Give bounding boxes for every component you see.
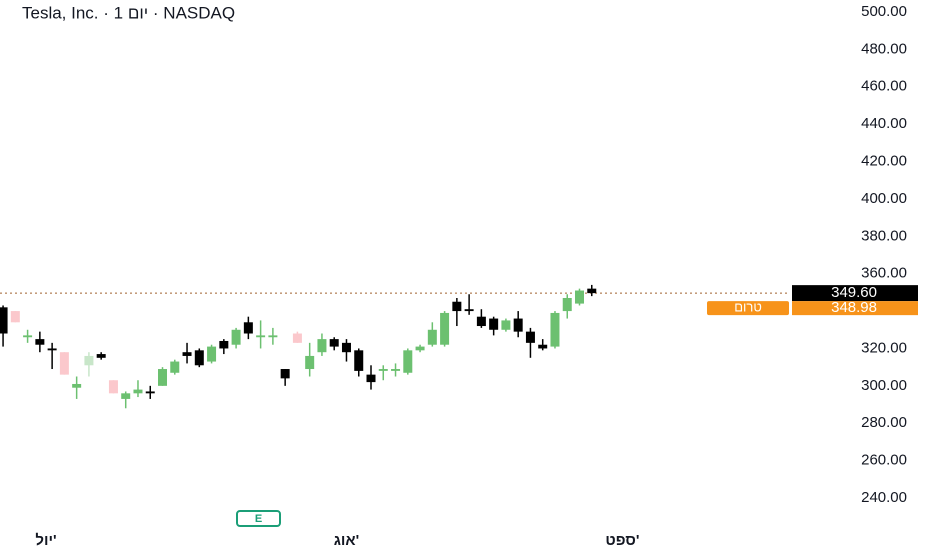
premarket-name: טרום — [734, 300, 762, 315]
y-tick-label: 400.00 — [861, 190, 907, 207]
candle-body — [47, 348, 57, 351]
premarket-label: 348.98 — [831, 299, 877, 316]
y-tick-label: 380.00 — [861, 227, 907, 244]
candle-body — [476, 316, 486, 327]
premarket-tag — [792, 301, 918, 316]
y-tick-label: 240.00 — [861, 489, 907, 506]
y-tick-label: 460.00 — [861, 78, 907, 95]
candle-body — [452, 301, 462, 312]
y-tick-label: 280.00 — [861, 414, 907, 431]
candle-body — [207, 346, 217, 362]
candle-body — [501, 320, 511, 330]
y-tick-label: 500.00 — [861, 3, 907, 20]
candle-body — [194, 350, 204, 366]
candle-body — [464, 309, 474, 312]
y-tick-label: 300.00 — [861, 377, 907, 394]
candle-body — [513, 318, 523, 332]
candle-body — [427, 329, 437, 345]
candle-body — [329, 339, 339, 347]
y-tick-label: 440.00 — [861, 115, 907, 132]
candle-body — [0, 307, 8, 334]
x-tick-label: יול' — [35, 532, 56, 549]
candle-body — [96, 354, 106, 358]
y-tick-label: 260.00 — [861, 452, 907, 469]
earnings-label[interactable]: E — [255, 513, 262, 525]
candle-body — [243, 322, 253, 334]
earnings-marker[interactable]: E — [236, 510, 281, 527]
candle-body — [403, 350, 413, 373]
candle-body — [391, 369, 401, 371]
candle-body — [280, 369, 290, 379]
candle-body — [35, 339, 45, 345]
candle-body — [587, 288, 597, 294]
x-tick-label: ספט' — [605, 532, 639, 549]
candle-body — [341, 342, 351, 353]
y-tick-label: 480.00 — [861, 40, 907, 57]
candle-body — [575, 290, 585, 304]
candle-body — [525, 331, 535, 343]
candle-body — [538, 344, 548, 349]
candle-body — [59, 352, 69, 375]
candle-body — [268, 335, 278, 338]
candle-body — [256, 335, 266, 338]
candle-body — [108, 380, 118, 394]
candle-body — [10, 311, 20, 323]
candle-body — [121, 393, 131, 399]
candle-body — [317, 339, 327, 353]
premarket-name-tag — [707, 301, 789, 316]
candle-body — [182, 352, 192, 356]
chart-title: Tesla, Inc. · 1 יום · NASDAQ — [22, 3, 235, 22]
y-tick-label: 360.00 — [861, 265, 907, 282]
last-price-label: 349.60 — [831, 284, 877, 301]
candle-body — [231, 329, 241, 345]
candle-body — [219, 340, 229, 349]
last-price-tag — [792, 285, 918, 302]
earnings-badge[interactable] — [236, 510, 281, 527]
candle-body — [145, 391, 155, 394]
candle-body — [292, 333, 302, 343]
candle-body — [72, 383, 82, 388]
candle-body — [415, 346, 425, 351]
candle-body — [354, 350, 364, 371]
y-tick-label: 420.00 — [861, 153, 907, 170]
candle-body — [170, 361, 180, 373]
x-tick-label: אוג' — [334, 532, 360, 549]
candle-body — [158, 369, 168, 386]
candle-body — [550, 312, 560, 347]
candle-body — [562, 297, 572, 312]
candle-body — [84, 355, 94, 366]
candle-body — [305, 355, 315, 370]
candle-body — [366, 374, 376, 383]
candle-body — [378, 369, 388, 371]
candle-body — [440, 312, 450, 345]
candle-body — [133, 389, 143, 394]
candle-body — [23, 335, 33, 338]
candle-body — [489, 318, 499, 330]
y-tick-label: 320.00 — [861, 339, 907, 356]
